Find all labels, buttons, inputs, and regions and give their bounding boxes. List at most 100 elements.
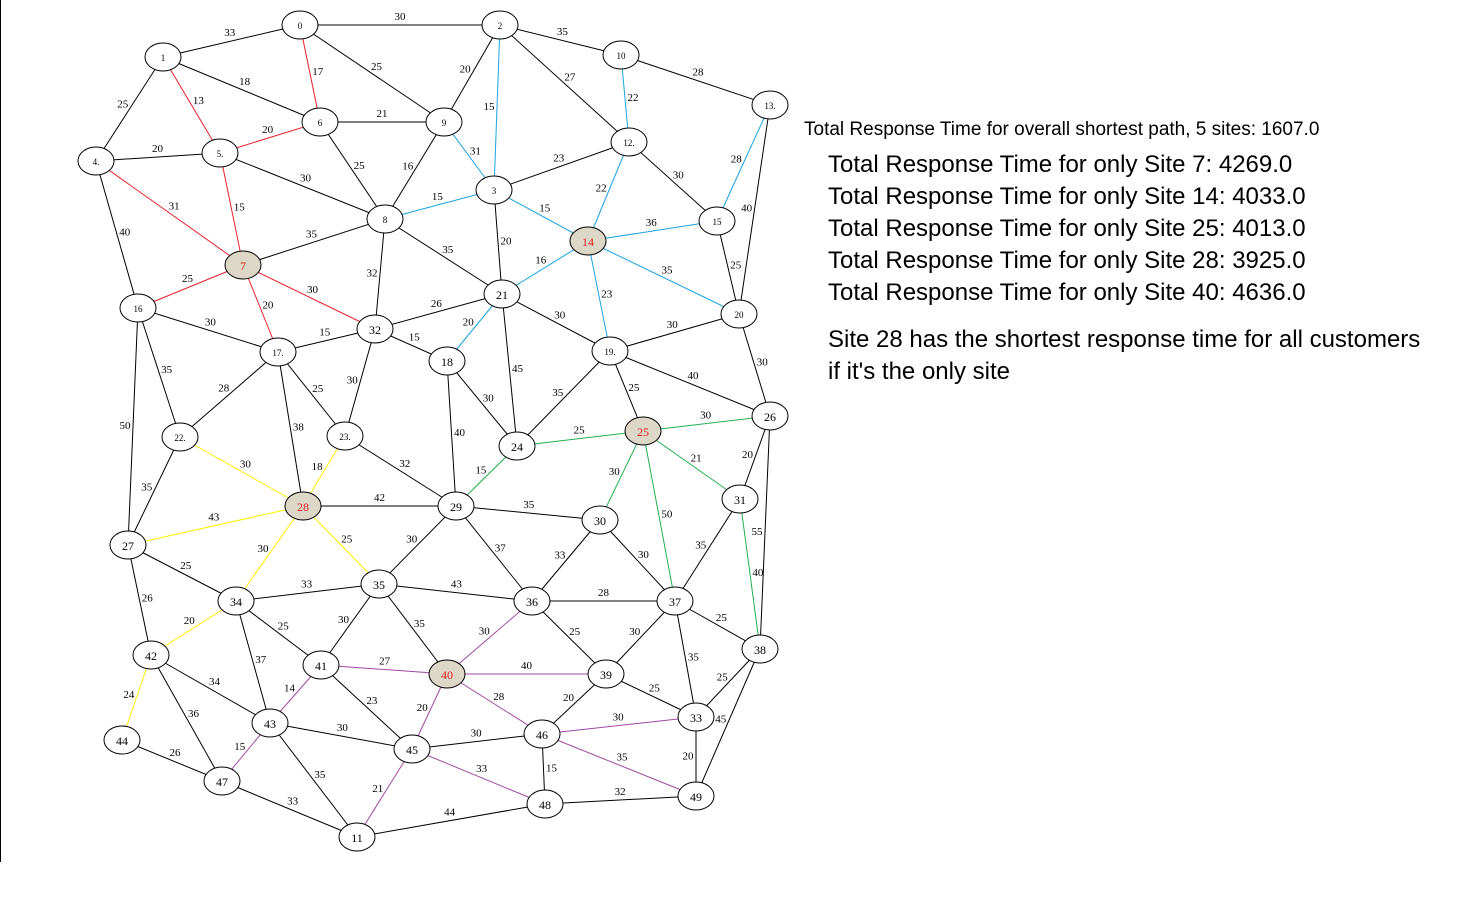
- node-label-15: 15: [713, 217, 723, 227]
- edge-weight-14-20: 35: [662, 264, 674, 276]
- edge-weight-17-32: 15: [319, 327, 331, 339]
- edge-42-43: [150, 654, 271, 724]
- node-27: 27: [109, 530, 147, 560]
- edge-46-49: [541, 733, 697, 797]
- node-ellipse-24: [498, 431, 536, 461]
- node-label-48: 48: [539, 798, 551, 812]
- node-ellipse-12: [610, 127, 648, 157]
- edge-weight-44-47: 26: [170, 747, 182, 759]
- edge-1-6: [162, 56, 321, 123]
- node-ellipse-21: [483, 279, 521, 309]
- node-label-44: 44: [116, 734, 128, 748]
- edge-12-15: [628, 141, 718, 222]
- edge-weight-42-44: 24: [123, 689, 135, 701]
- node-23: 23.: [326, 421, 364, 451]
- node-32: 32: [356, 314, 394, 344]
- node-label-40: 40: [441, 668, 453, 682]
- node-ellipse-43: [251, 708, 289, 738]
- edge-weight-31-38: 40: [752, 567, 764, 579]
- edge-31-37: [674, 498, 741, 602]
- edge-19-26: [609, 350, 771, 417]
- edge-weight-26-31: 20: [742, 449, 754, 461]
- edge-weight-0-2: 30: [395, 11, 407, 23]
- node-40: 40: [428, 659, 466, 689]
- edge-19-20: [609, 313, 740, 352]
- edge-8-21: [384, 218, 503, 295]
- node-label-31: 31: [734, 493, 746, 507]
- node-label-12: 12.: [623, 138, 634, 148]
- edge-2-3: [493, 24, 501, 191]
- edge-3-8: [384, 189, 495, 220]
- node-8: 8: [366, 204, 404, 234]
- edge-25-31: [642, 430, 741, 500]
- edge-16-27: [127, 307, 139, 546]
- edge-weight-33-49: 20: [683, 751, 695, 763]
- node-label-11: 11: [351, 831, 363, 845]
- edge-28-34: [235, 505, 304, 602]
- edge-29-35: [378, 505, 457, 585]
- edge-weight-28-34: 30: [258, 543, 270, 555]
- edge-weight-16-17: 30: [205, 316, 217, 328]
- edge-weight-7-32: 30: [307, 284, 319, 296]
- node-label-9: 9: [442, 118, 447, 128]
- node-ellipse-39: [587, 659, 625, 689]
- node-46: 46: [523, 719, 561, 749]
- node-28: 28: [284, 491, 322, 521]
- edge-weight-21-32: 26: [431, 298, 443, 310]
- node-38: 38: [741, 634, 779, 664]
- edge-5-7: [219, 152, 244, 266]
- edge-weight-18-32: 15: [409, 332, 421, 344]
- node-ellipse-31: [721, 484, 759, 514]
- node-16: 16: [119, 293, 157, 323]
- node-label-32: 32: [369, 323, 381, 337]
- node-ellipse-0: [281, 10, 319, 40]
- edge-weight-13-20: 40: [741, 202, 753, 214]
- node-9: 9: [425, 107, 463, 137]
- edge-1-4: [95, 56, 164, 162]
- node-ellipse-10: [602, 40, 640, 70]
- edge-weight-46-49: 35: [617, 752, 629, 764]
- node-18: 18: [428, 346, 466, 376]
- edge-weight-40-45: 20: [417, 702, 429, 714]
- edge-7-17: [242, 264, 279, 353]
- node-label-43: 43: [264, 717, 276, 731]
- edge-weight-3-12: 23: [553, 153, 565, 165]
- edge-weight-18-29: 40: [454, 427, 466, 439]
- edge-7-8: [242, 218, 386, 266]
- node-label-21: 21: [496, 288, 508, 302]
- edge-weight-27-28: 43: [208, 512, 220, 524]
- edge-34-41: [235, 600, 322, 666]
- edge-weight-45-11: 21: [372, 783, 383, 795]
- node-label-0: 0: [298, 21, 303, 31]
- node-ellipse-32: [356, 314, 394, 344]
- edge-weight-19-20: 30: [667, 319, 679, 331]
- edge-weight-24-25: 25: [574, 425, 586, 437]
- edge-weight-28-35: 25: [341, 533, 353, 545]
- node-ellipse-49: [677, 781, 715, 811]
- node-17: 17.: [259, 337, 297, 367]
- edge-weight-0-9: 25: [371, 61, 383, 73]
- node-label-39: 39: [600, 668, 612, 682]
- edge-weight-10-13: 28: [693, 66, 705, 78]
- node-label-17: 17.: [272, 348, 283, 358]
- edge-weight-16-22: 35: [161, 364, 173, 376]
- edge-7-16: [137, 264, 244, 309]
- edge-28-35: [302, 505, 380, 585]
- node-37: 37: [656, 586, 694, 616]
- edge-weight-40-46: 28: [493, 691, 505, 703]
- edge-42-47: [150, 654, 223, 782]
- edge-weight-8-9: 16: [402, 160, 414, 172]
- node-ellipse-26: [751, 401, 789, 431]
- node-ellipse-48: [526, 789, 564, 819]
- node-10: 10: [602, 40, 640, 70]
- edge-weight-46-48: 15: [546, 763, 558, 775]
- node-label-23: 23.: [339, 432, 350, 442]
- edge-weight-38-49: 45: [715, 713, 727, 725]
- edge-weight-20-26: 30: [757, 357, 769, 369]
- edge-23-32: [344, 328, 376, 437]
- edge-24-25: [516, 430, 644, 447]
- node-49: 49: [677, 781, 715, 811]
- node-layer: 01234.5.6789101112.13.14151617.1819.2021…: [77, 10, 789, 852]
- node-ellipse-33: [677, 702, 715, 732]
